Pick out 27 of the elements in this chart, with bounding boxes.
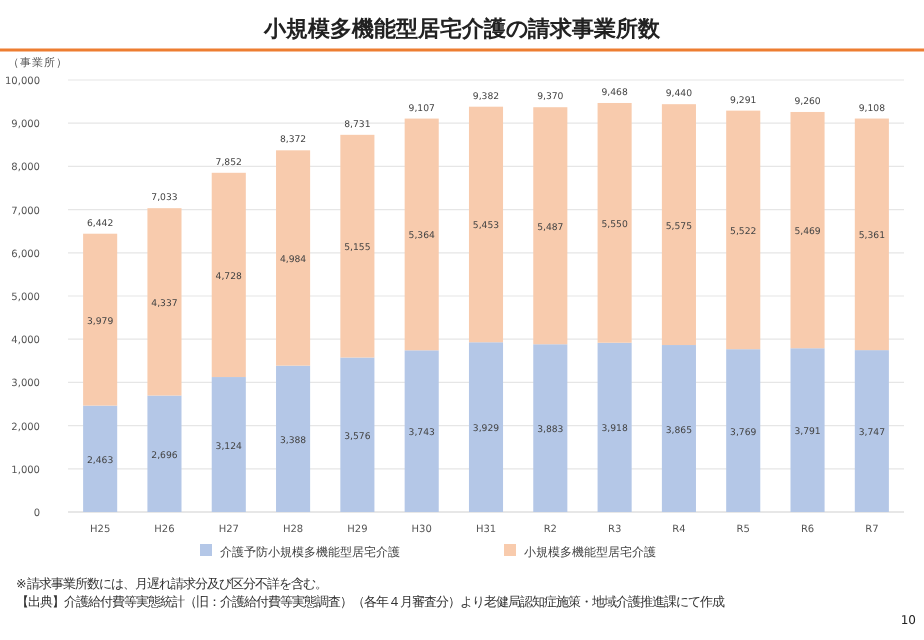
bar bbox=[83, 405, 118, 512]
bar bbox=[340, 134, 375, 358]
bar bbox=[661, 345, 696, 512]
bar bbox=[468, 106, 504, 343]
bar bbox=[211, 377, 246, 512]
bar bbox=[790, 348, 825, 512]
bar bbox=[276, 365, 311, 512]
bar bbox=[83, 233, 118, 406]
bar bbox=[211, 172, 246, 378]
bar bbox=[340, 357, 375, 512]
bar bbox=[404, 350, 439, 512]
bar bbox=[597, 342, 632, 512]
chart-title: 小規模多機能型居宅介護の請求事業所数 bbox=[262, 16, 662, 42]
bar bbox=[726, 349, 761, 512]
bar bbox=[468, 342, 504, 512]
bar bbox=[790, 111, 825, 349]
bar bbox=[533, 107, 568, 345]
bar bbox=[276, 150, 311, 366]
bar bbox=[147, 208, 182, 396]
bar bbox=[726, 110, 761, 350]
bar bbox=[854, 118, 889, 351]
bar bbox=[533, 344, 568, 512]
bar bbox=[147, 395, 182, 512]
bar bbox=[404, 118, 439, 351]
bar bbox=[597, 102, 632, 343]
bar bbox=[661, 104, 696, 346]
bar bbox=[854, 350, 889, 512]
